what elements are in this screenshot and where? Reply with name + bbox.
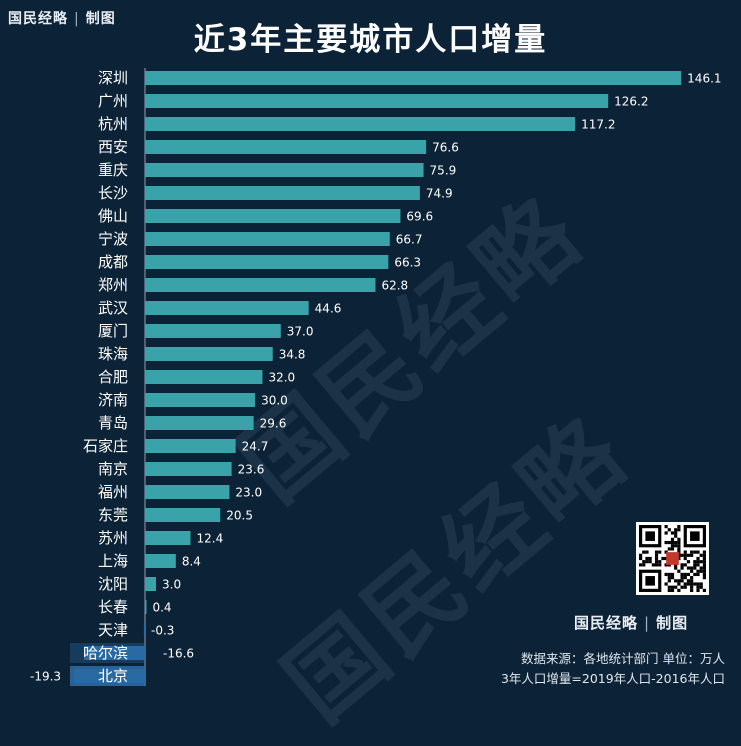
- bar: [145, 301, 309, 315]
- brand-name: 国民经略: [574, 614, 639, 632]
- category-label: 珠海: [98, 345, 128, 363]
- bar: [145, 416, 254, 430]
- footnote-formula: 3年人口增量=2019年人口-2016年人口: [500, 671, 725, 686]
- data-label: 24.7: [242, 440, 269, 454]
- footnote-source: 数据来源：各地统计部门 单位：万人: [521, 651, 725, 666]
- data-label: 0.4: [152, 601, 171, 615]
- brand-name: 国民经略: [8, 11, 68, 27]
- bar: [145, 508, 221, 522]
- bar: [145, 347, 273, 361]
- bar-chart: 深圳 146.1 广州 126.2 杭州 117.2 西安 76.6 重庆 75.9 长沙 74.9 佛…: [30, 68, 722, 686]
- data-label: -0.3: [151, 624, 174, 638]
- bar: [145, 186, 420, 200]
- data-label: -16.6: [163, 647, 194, 661]
- category-label: 石家庄: [83, 437, 128, 455]
- category-label: 长沙: [98, 184, 128, 202]
- data-label: 3.0: [162, 578, 181, 592]
- category-label: 上海: [98, 552, 128, 570]
- data-label: 75.9: [430, 164, 457, 178]
- bar: [145, 232, 390, 246]
- data-label: 20.5: [226, 509, 253, 523]
- bar: [145, 600, 147, 614]
- category-label: 深圳: [98, 69, 128, 87]
- bar: [145, 577, 157, 591]
- category-label: 宁波: [98, 230, 128, 248]
- data-label: 44.6: [315, 302, 342, 316]
- category-label: 武汉: [98, 299, 128, 317]
- bar: [84, 646, 145, 660]
- data-label: 23.0: [235, 486, 262, 500]
- data-label: 146.1: [687, 72, 721, 86]
- brand-logo-bottom: 国民经略 | 制图: [574, 612, 688, 633]
- category-label: 福州: [98, 483, 128, 501]
- category-label: 佛山: [98, 207, 128, 225]
- category-label: 厦门: [98, 322, 128, 340]
- bar: [145, 278, 376, 292]
- data-label: 117.2: [581, 118, 615, 132]
- category-label: 杭州: [98, 115, 128, 133]
- bar: [145, 485, 230, 499]
- bar: [145, 117, 576, 131]
- brand-tag: 制图: [85, 11, 116, 27]
- category-label: 苏州: [98, 529, 128, 547]
- bar: [145, 71, 682, 85]
- brand-separator: |: [74, 11, 80, 27]
- bar: [145, 94, 609, 108]
- data-label: 30.0: [261, 394, 288, 408]
- category-label: 东莞: [98, 506, 128, 524]
- category-label: 成都: [98, 253, 128, 271]
- data-label: 29.6: [260, 417, 287, 431]
- data-label: 12.4: [197, 532, 224, 546]
- bar: [145, 209, 401, 223]
- data-label: -19.3: [30, 670, 61, 684]
- category-label: 合肥: [98, 368, 128, 386]
- chart-canvas: 国民经略 国民经略 国民经略 | 制图 近3年主要城市人口增量 深圳 146.1 广州 1…: [8, 8, 725, 743]
- data-label: 8.4: [182, 555, 201, 569]
- data-label: 76.6: [432, 141, 459, 155]
- bar: [145, 393, 256, 407]
- bar: [145, 439, 236, 453]
- brand-separator: |: [644, 614, 651, 632]
- data-label: 126.2: [614, 95, 648, 109]
- data-label: 37.0: [287, 325, 314, 339]
- data-label: 74.9: [426, 187, 453, 201]
- bar: [145, 140, 427, 154]
- category-label: 长春: [98, 598, 128, 616]
- category-label: 哈尔滨: [83, 644, 128, 662]
- brand-logo-top: 国民经略 | 制图: [8, 8, 116, 28]
- bar: [143, 623, 145, 637]
- category-label: 南京: [98, 460, 128, 478]
- data-label: 32.0: [268, 371, 295, 385]
- category-label: 北京: [98, 667, 128, 685]
- category-label: 沈阳: [98, 575, 128, 593]
- category-label: 广州: [98, 92, 128, 110]
- bar: [145, 462, 232, 476]
- qr-code-icon: [639, 525, 706, 592]
- bar: [145, 163, 424, 177]
- bar: [145, 324, 281, 338]
- data-label: 62.8: [381, 279, 408, 293]
- category-label: 西安: [98, 138, 128, 156]
- qr-code[interactable]: [636, 522, 709, 595]
- category-label: 青岛: [98, 414, 128, 432]
- bar: [74, 669, 145, 683]
- bar: [145, 531, 191, 545]
- category-label: 济南: [98, 391, 128, 409]
- category-label: 郑州: [98, 276, 128, 294]
- category-label: 重庆: [98, 161, 128, 179]
- category-label: 天津: [98, 621, 128, 639]
- bar: [145, 554, 176, 568]
- data-label: 66.3: [394, 256, 421, 270]
- data-label: 66.7: [396, 233, 423, 247]
- brand-tag: 制图: [656, 614, 689, 632]
- bar: [145, 370, 263, 384]
- chart-title: 近3年主要城市人口增量: [193, 22, 548, 58]
- data-label: 34.8: [279, 348, 306, 362]
- data-label: 23.6: [238, 463, 265, 477]
- data-label: 69.6: [406, 210, 433, 224]
- bar: [145, 255, 389, 269]
